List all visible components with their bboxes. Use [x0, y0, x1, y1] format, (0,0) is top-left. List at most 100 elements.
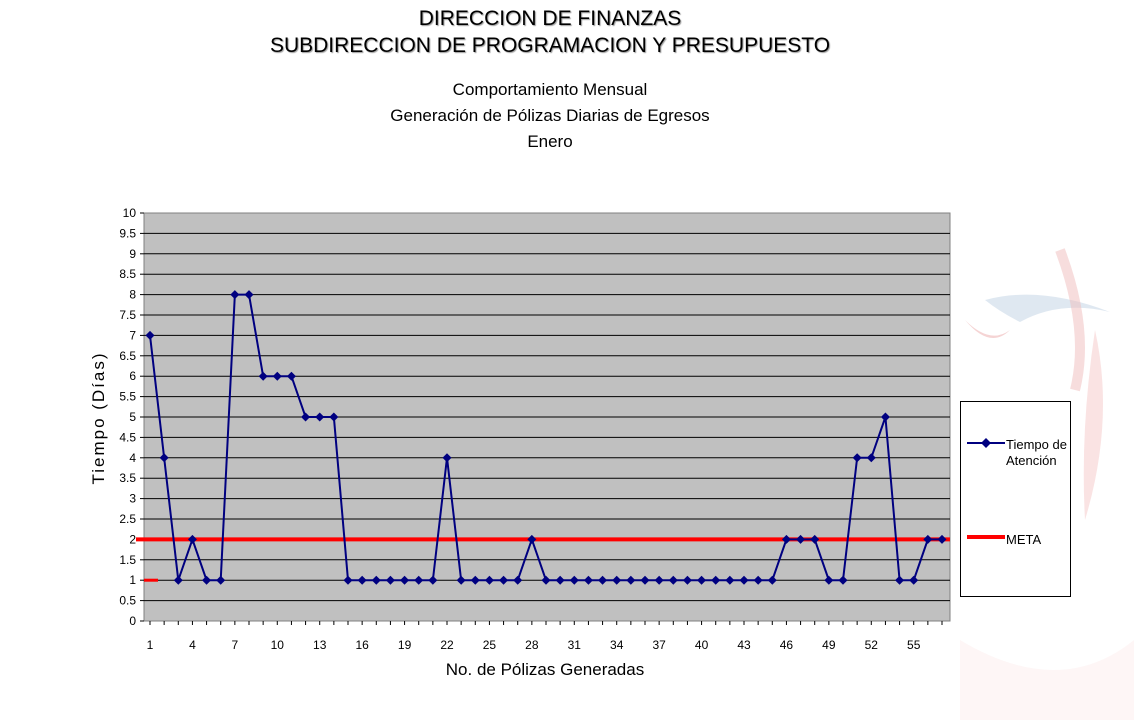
data-point: [216, 575, 226, 585]
data-point: [371, 575, 381, 585]
data-point: [343, 575, 353, 585]
y-tick-label: 2.5: [119, 512, 136, 526]
data-point: [145, 330, 155, 340]
data-point: [513, 575, 523, 585]
data-point: [796, 534, 806, 544]
data-point: [187, 534, 197, 544]
y-tick-label: 8: [129, 288, 136, 302]
chart-title-line-3: Enero: [527, 132, 573, 151]
data-point: [357, 575, 367, 585]
data-point: [668, 575, 678, 585]
data-point: [428, 575, 438, 585]
organization-name: DIRECCION DE FINANZAS: [418, 7, 682, 30]
x-axis-title: No. de Pólizas Generadas: [446, 660, 644, 679]
y-tick-label: 0: [129, 614, 136, 628]
data-point: [866, 453, 876, 463]
x-tick-label: 31: [568, 638, 582, 652]
data-point: [230, 290, 240, 300]
x-tick-label: 19: [398, 638, 412, 652]
data-point: [697, 575, 707, 585]
y-axis-ticks: 0 0.5 1 1.5 2 2.5 3 3.5 4 4.5 5 5.5 6 6.5 7 7.5 8 8.5 9 9.5…: [119, 206, 144, 628]
data-point: [612, 575, 622, 585]
data-point: [909, 575, 919, 585]
data-point: [301, 412, 311, 422]
data-point: [442, 453, 452, 463]
data-point: [824, 575, 834, 585]
series-markers: [145, 290, 947, 585]
y-tick-label: 3.5: [119, 471, 136, 485]
data-point: [329, 412, 339, 422]
y-tick-label: 5: [129, 410, 136, 424]
x-tick-label: 10: [271, 638, 285, 652]
legend: Tiempo de Atención META: [960, 401, 1071, 597]
chart-title-line-1: Comportamiento Mensual: [452, 80, 648, 99]
x-tick-label: 46: [780, 638, 794, 652]
x-tick-label: 25: [483, 638, 497, 652]
data-point: [739, 575, 749, 585]
data-point: [315, 412, 325, 422]
x-tick-label: 37: [652, 638, 666, 652]
data-point: [272, 371, 282, 381]
y-tick-label: 7: [129, 328, 136, 342]
data-point: [244, 290, 254, 300]
x-tick-label: 16: [355, 638, 369, 652]
x-tick-label: 43: [737, 638, 751, 652]
y-axis-title: Tiempo (Días): [89, 351, 108, 484]
x-tick-label: 28: [525, 638, 539, 652]
y-tick-label: 0.5: [119, 594, 136, 608]
data-point: [173, 575, 183, 585]
data-point: [555, 575, 565, 585]
legend-series-label: Tiempo de Atención: [1006, 437, 1067, 468]
x-tick-label: 55: [907, 638, 921, 652]
data-point: [499, 575, 509, 585]
data-point: [527, 534, 537, 544]
data-point: [895, 575, 905, 585]
x-tick-label: 52: [865, 638, 879, 652]
legend-series-swatch-marker: [981, 438, 991, 448]
x-tick-label: 40: [695, 638, 709, 652]
data-point: [640, 575, 650, 585]
data-point: [414, 575, 424, 585]
data-point: [937, 534, 947, 544]
data-point: [202, 575, 212, 585]
y-tick-label: 10: [123, 206, 137, 220]
data-point: [725, 575, 735, 585]
y-tick-label: 1: [129, 573, 136, 587]
data-point: [598, 575, 608, 585]
y-tick-label: 8.5: [119, 267, 136, 281]
y-tick-label: 9: [129, 247, 136, 261]
x-axis-ticks: 1 4 7 10 13 16 19 22 25 28 31 34 37 40 43 46 49 52 55: [147, 621, 943, 652]
data-point: [484, 575, 494, 585]
data-point: [400, 575, 410, 585]
y-tick-label: 6.5: [119, 349, 136, 363]
data-point: [456, 575, 466, 585]
department-name: SUBDIRECCION DE PROGRAMACION Y PRESUPUES…: [269, 34, 831, 57]
y-tick-label: 7.5: [119, 308, 136, 322]
data-point: [781, 534, 791, 544]
x-tick-label: 13: [313, 638, 327, 652]
y-tick-label: 5.5: [119, 390, 136, 404]
y-tick-label: 9.5: [119, 226, 136, 240]
data-point: [626, 575, 636, 585]
chart-title-line-2: Generación de Pólizas Diarias de Egresos: [390, 106, 710, 125]
y-tick-label: 2: [129, 532, 136, 546]
data-point: [541, 575, 551, 585]
data-point: [385, 575, 395, 585]
y-tick-label: 4: [129, 451, 136, 465]
y-tick-label: 3: [129, 492, 136, 506]
data-point: [838, 575, 848, 585]
x-tick-label: 1: [147, 638, 154, 652]
data-point: [767, 575, 777, 585]
data-point: [682, 575, 692, 585]
x-tick-label: 34: [610, 638, 624, 652]
data-point: [753, 575, 763, 585]
x-tick-label: 4: [189, 638, 196, 652]
data-point: [569, 575, 579, 585]
legend-meta-label: META: [1006, 532, 1042, 547]
data-point: [159, 453, 169, 463]
data-point: [654, 575, 664, 585]
legend-swatches: [967, 438, 1005, 539]
data-point: [711, 575, 721, 585]
data-point: [852, 453, 862, 463]
